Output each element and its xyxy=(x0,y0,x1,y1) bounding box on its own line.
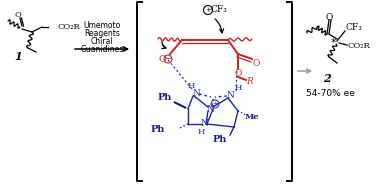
Text: O: O xyxy=(325,12,333,22)
Text: O: O xyxy=(252,59,260,67)
Text: +: + xyxy=(212,101,218,107)
Text: CF₃: CF₃ xyxy=(211,5,228,13)
Text: N: N xyxy=(226,91,234,101)
Text: H: H xyxy=(197,128,205,136)
Text: Umemoto: Umemoto xyxy=(83,22,121,30)
Text: *: * xyxy=(330,38,336,48)
Text: −: − xyxy=(165,54,171,64)
Text: CO₂R: CO₂R xyxy=(348,42,370,50)
Text: O: O xyxy=(234,70,242,78)
Text: 54-70% ee: 54-70% ee xyxy=(306,88,354,98)
Text: +: + xyxy=(205,7,211,13)
Text: Ph: Ph xyxy=(213,136,227,145)
Text: Reagents: Reagents xyxy=(84,29,120,39)
Text: Chiral: Chiral xyxy=(91,37,113,46)
Text: Ph: Ph xyxy=(151,125,165,135)
Text: Me: Me xyxy=(245,113,259,121)
Text: CO₂R: CO₂R xyxy=(57,23,80,31)
Text: CF₃: CF₃ xyxy=(345,22,362,32)
Text: R: R xyxy=(247,77,254,87)
Text: N: N xyxy=(206,105,214,114)
Text: Ph: Ph xyxy=(158,92,172,101)
Text: 2: 2 xyxy=(323,74,331,84)
Text: 1: 1 xyxy=(14,51,22,63)
Text: N: N xyxy=(192,90,200,98)
Text: O: O xyxy=(15,11,21,19)
Text: H: H xyxy=(187,82,195,90)
Text: O: O xyxy=(158,54,166,64)
Text: Guanidines: Guanidines xyxy=(80,46,124,54)
Text: H: H xyxy=(234,84,242,92)
Text: N: N xyxy=(200,119,208,129)
